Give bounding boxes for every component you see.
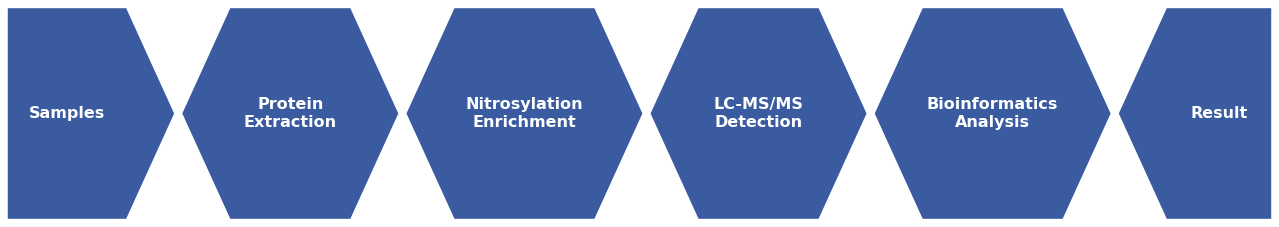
Polygon shape (874, 7, 1113, 220)
Polygon shape (1118, 7, 1273, 220)
Text: Samples: Samples (28, 106, 105, 121)
Text: LC-MS/MS
Detection: LC-MS/MS Detection (714, 97, 803, 130)
Polygon shape (648, 7, 868, 220)
Polygon shape (180, 7, 400, 220)
Text: Bioinformatics
Analysis: Bioinformatics Analysis (927, 97, 1058, 130)
Text: Result: Result (1191, 106, 1248, 121)
Polygon shape (6, 7, 175, 220)
Text: Protein
Extraction: Protein Extraction (244, 97, 336, 130)
Polygon shape (405, 7, 643, 220)
Text: Nitrosylation
Enrichment: Nitrosylation Enrichment (466, 97, 583, 130)
